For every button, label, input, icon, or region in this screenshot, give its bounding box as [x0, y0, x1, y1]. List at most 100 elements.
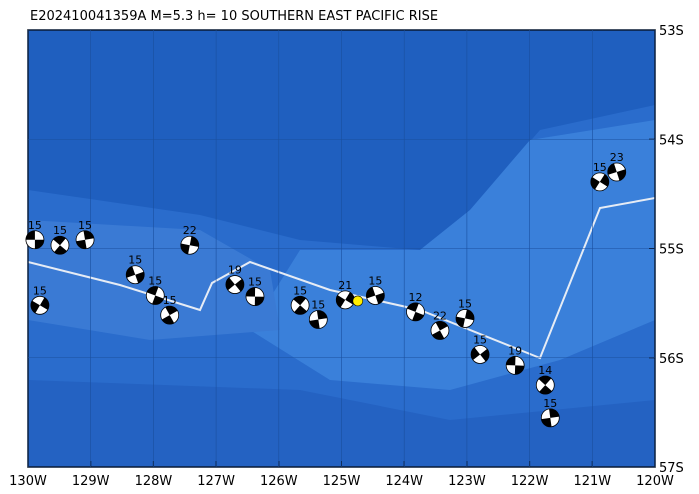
depth-label: 23 — [610, 151, 624, 164]
compression-quadrant — [254, 296, 264, 306]
compression-quadrant — [590, 177, 600, 190]
compression-quadrant — [293, 296, 307, 306]
compression-quadrant — [412, 311, 424, 321]
shallow-band — [28, 220, 280, 340]
compression-quadrant — [465, 309, 475, 321]
compression-quadrant — [180, 243, 190, 255]
focal-mechanism — [225, 275, 245, 294]
depth-label: 19 — [508, 344, 522, 357]
compression-quadrant — [316, 310, 328, 320]
depth-label: 15 — [368, 274, 382, 287]
compression-quadrant — [83, 230, 94, 240]
compression-quadrant — [345, 292, 355, 305]
y-tick-label: 57S — [659, 461, 684, 476]
focal-mechanism — [455, 309, 475, 328]
compression-quadrant — [76, 239, 87, 249]
focal-mechanism — [50, 235, 70, 255]
depth-label: 15 — [128, 254, 142, 267]
compression-quadrant — [432, 330, 445, 340]
x-tick-label: 125W — [323, 474, 361, 489]
x-tick-label: 129W — [72, 474, 110, 489]
compression-quadrant — [126, 266, 136, 278]
x-tick-label: 124W — [385, 474, 423, 489]
compression-quadrant — [607, 163, 617, 175]
compression-quadrant — [538, 376, 552, 386]
x-tick-label: 128W — [135, 474, 173, 489]
x-tick-label: 130W — [9, 474, 47, 489]
focal-mechanism — [145, 286, 165, 305]
focal-mechanism — [25, 230, 45, 250]
focal-mechanism — [590, 172, 610, 192]
focal-mechanism — [125, 265, 145, 285]
depth-label: 15 — [311, 299, 325, 312]
focal-mechanism — [30, 295, 50, 315]
compression-quadrant — [456, 316, 466, 328]
epicenter — [352, 295, 364, 307]
compression-quadrant — [309, 319, 320, 329]
depth-label: 15 — [593, 161, 607, 174]
compression-quadrant — [539, 385, 552, 395]
focal-mechanism — [470, 345, 490, 364]
compression-quadrant — [30, 300, 40, 314]
y-tick-label: 54S — [659, 133, 684, 148]
compression-quadrant — [234, 278, 244, 292]
y-tick-label: 56S — [659, 352, 684, 367]
compression-quadrant — [225, 277, 235, 291]
depth-label: 15 — [148, 274, 162, 287]
focal-mechanism — [245, 287, 265, 306]
depth-label: 15 — [33, 284, 47, 297]
compression-quadrant — [245, 287, 256, 297]
focal-mechanism — [535, 375, 555, 395]
compression-quadrant — [375, 292, 385, 305]
depth-label: 15 — [293, 284, 307, 297]
compression-quadrant — [135, 271, 145, 284]
depth-label: 15 — [543, 397, 557, 410]
y-tick-label: 53S — [659, 24, 684, 39]
focal-mechanism — [75, 230, 95, 250]
y-tick-label: 55S — [659, 243, 684, 258]
depth-label: 15 — [163, 294, 177, 307]
depth-label: 15 — [458, 297, 472, 310]
compression-quadrant — [165, 306, 178, 316]
compression-quadrant — [336, 295, 346, 308]
depth-label: 22 — [183, 224, 197, 237]
compression-quadrant — [541, 417, 552, 427]
x-tick-label: 127W — [197, 474, 235, 489]
compression-quadrant — [39, 297, 49, 310]
depth-label: 19 — [228, 264, 242, 277]
compression-quadrant — [471, 347, 481, 361]
compression-quadrant — [366, 286, 376, 299]
focal-mechanism — [180, 235, 200, 255]
depth-label: 21 — [338, 279, 352, 292]
focal-mechanism — [160, 305, 180, 325]
x-tick-label: 122W — [511, 474, 549, 489]
compression-quadrant — [294, 305, 307, 315]
compression-quadrant — [407, 302, 419, 312]
x-tick-label: 120W — [636, 474, 674, 489]
depth-label: 12 — [408, 291, 422, 304]
compression-quadrant — [146, 286, 159, 296]
depth-label: 22 — [433, 309, 447, 322]
depth-label: 15 — [473, 333, 487, 346]
depth-label: 15 — [53, 224, 67, 237]
focal-mechanism — [335, 290, 355, 310]
compression-quadrant — [34, 239, 44, 249]
compression-quadrant — [189, 236, 199, 247]
focal-mechanism — [365, 286, 385, 305]
focal-mechanism — [290, 295, 310, 315]
focal-mechanism — [540, 408, 560, 428]
focal-mechanism — [406, 302, 425, 322]
compression-quadrant — [514, 365, 525, 375]
focal-mechanism — [505, 355, 525, 375]
focal-mechanism — [607, 162, 627, 182]
x-tick-label: 126W — [260, 474, 298, 489]
focal-mechanism — [308, 310, 328, 329]
compression-quadrant — [54, 245, 67, 255]
compression-quadrant — [435, 321, 448, 331]
depth-label: 15 — [78, 219, 92, 232]
depth-label: 15 — [28, 219, 42, 232]
compression-quadrant — [161, 315, 175, 325]
x-tick-label: 123W — [448, 474, 486, 489]
map-title: E202410041359A M=5.3 h= 10 SOUTHERN EAST… — [30, 9, 438, 24]
